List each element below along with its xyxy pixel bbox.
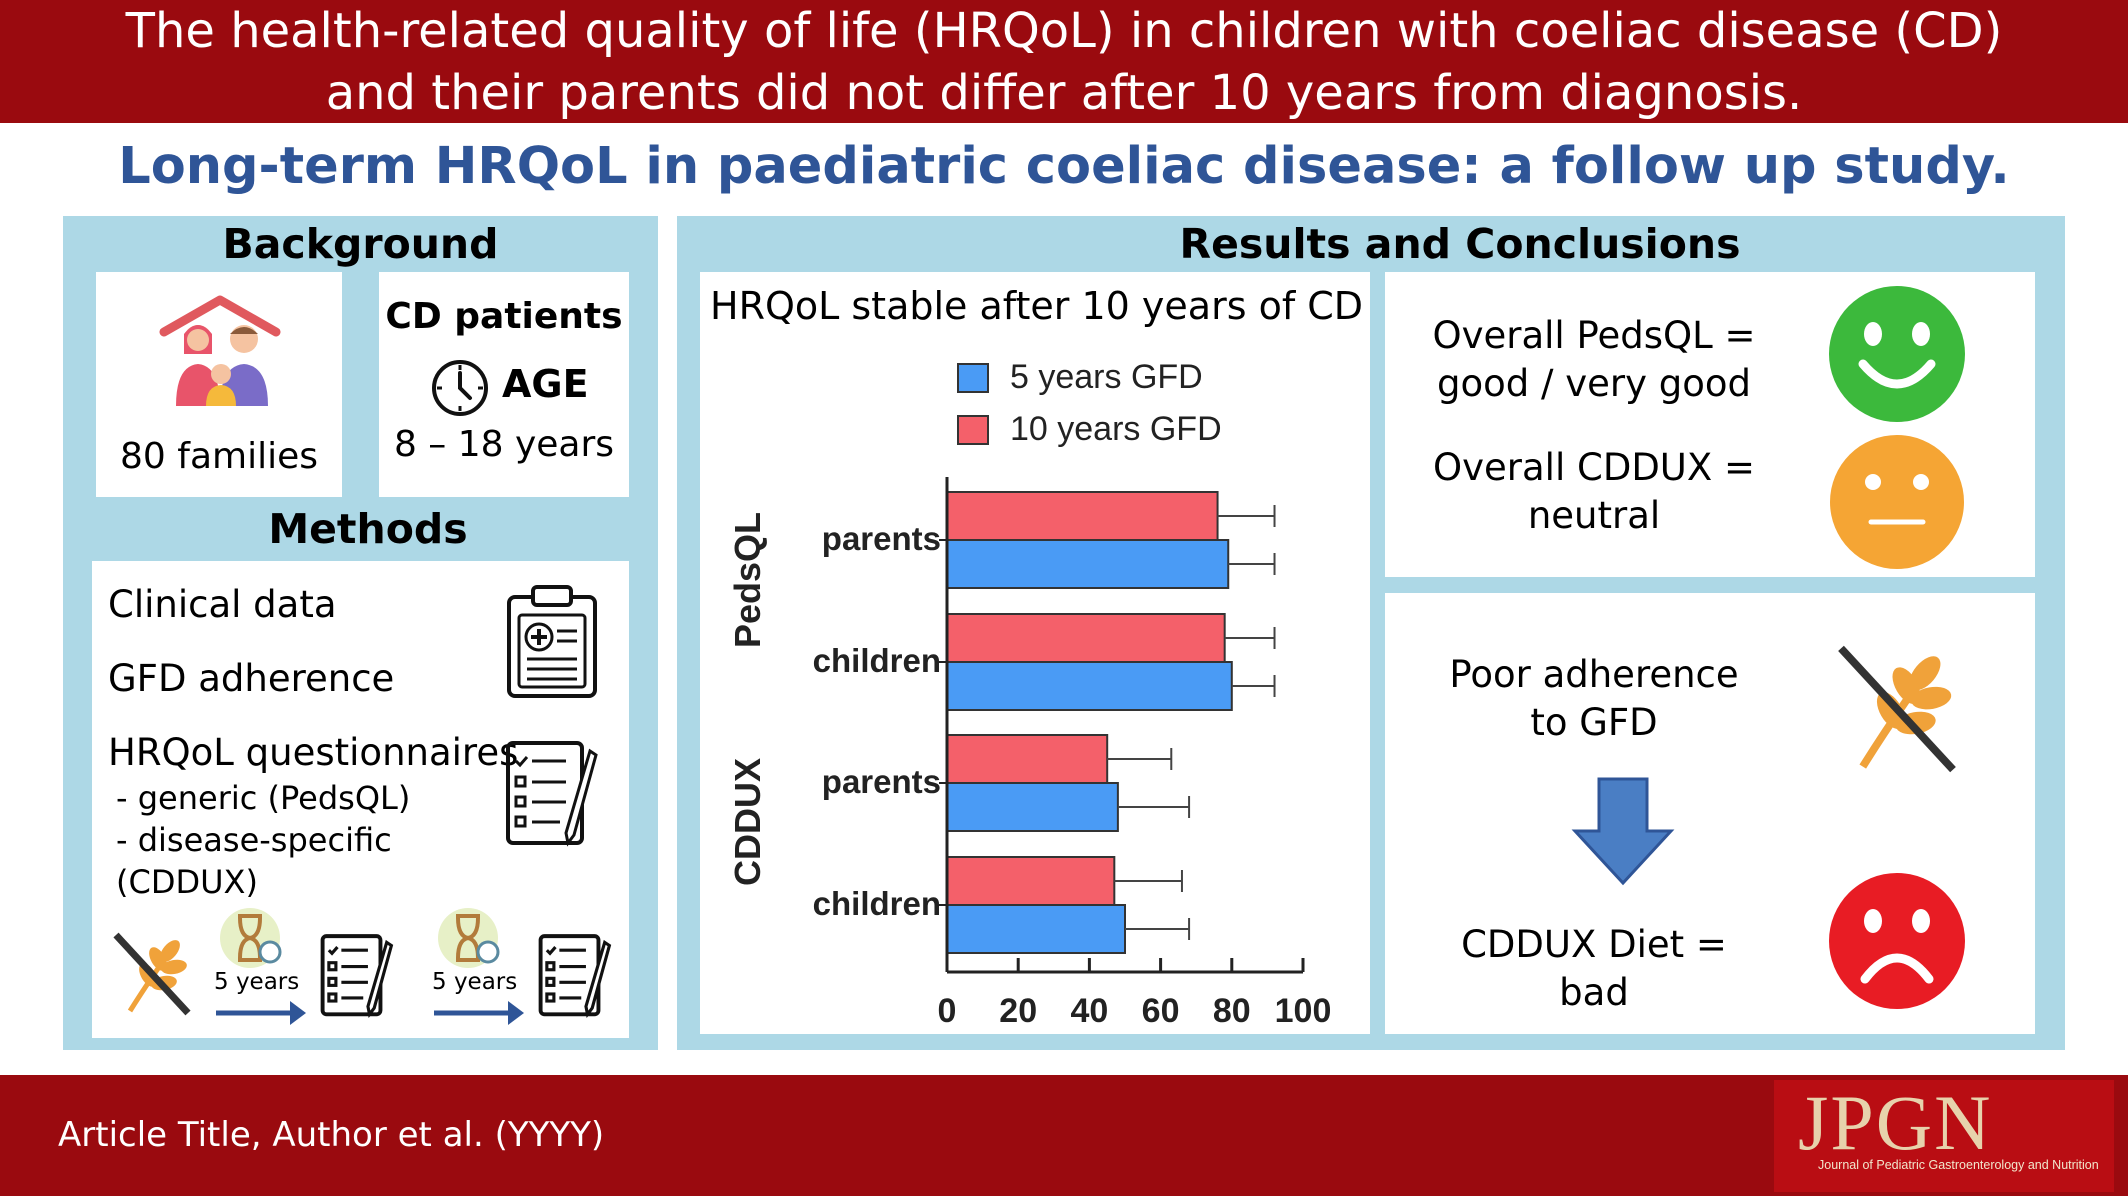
- medical-clipboard-icon: [507, 585, 597, 698]
- method-cddux: (CDDUX): [116, 863, 258, 901]
- cddux-result-line-2: neutral: [1527, 494, 1661, 537]
- families-card: 80 families: [96, 272, 342, 497]
- poor-adherence-line-1: Poor adherence: [1449, 653, 1739, 696]
- family-house-icon: [159, 295, 281, 406]
- x-tick-label: 0: [938, 992, 957, 1030]
- method-generic: - generic (PedsQL): [116, 779, 411, 817]
- happy-face-icon: [1829, 286, 1965, 422]
- poor-adherence-line-2: to GFD: [1530, 701, 1658, 744]
- age-range: 8 – 18 years: [393, 424, 615, 465]
- footer-banner: [0, 1075, 2128, 1196]
- chart-title: HRQoL stable after 10 years of CD: [710, 284, 1364, 328]
- no-gluten-wheat-icon: [113, 932, 191, 1016]
- timeline-second-interval: 5 years: [432, 969, 518, 995]
- clock-icon: [432, 360, 488, 416]
- cddux-result: Overall CDDUX = neutral: [1405, 444, 1783, 540]
- bar: [946, 539, 1230, 589]
- families-label: 80 families: [120, 436, 318, 477]
- poor-adherence-text: Poor adherence to GFD: [1405, 651, 1783, 747]
- group-label: CDDUX: [727, 758, 768, 886]
- method-questionnaires: HRQoL questionnaires: [108, 731, 519, 774]
- timeline-arrow: [434, 1001, 524, 1025]
- x-tick-label: 40: [1070, 992, 1108, 1030]
- article-citation: Article Title, Author et al. (YYYY): [58, 1115, 605, 1155]
- hourglass-icon: [220, 908, 282, 968]
- group-label: PedsQL: [727, 512, 768, 648]
- results-heading: Results and Conclusions: [1179, 220, 1741, 268]
- no-gluten-wheat-icon: [1838, 645, 1956, 773]
- category-label: parents: [822, 520, 941, 557]
- diet-result-line-1: CDDUX Diet =: [1461, 923, 1727, 966]
- bar: [946, 613, 1226, 663]
- bar: [946, 734, 1109, 784]
- patients-card: CD patients AGE 8 – 18 years: [379, 272, 629, 497]
- legend-label: 10 years GFD: [1010, 410, 1222, 448]
- diet-result-line-2: bad: [1559, 971, 1629, 1014]
- patients-title: CD patients: [385, 296, 623, 337]
- method-disease-specific: - disease-specific: [116, 821, 392, 859]
- hourglass-icon: [438, 908, 500, 968]
- bar: [946, 904, 1126, 954]
- methods-card: Clinical data GFD adherence HRQoL questi…: [92, 561, 629, 1038]
- headline-line-1: The health-related quality of life (HRQo…: [125, 3, 2003, 59]
- sad-face-icon: [1829, 873, 1965, 1009]
- cddux-result-line-1: Overall CDDUX =: [1433, 446, 1755, 489]
- diet-result: CDDUX Diet = bad: [1405, 921, 1783, 1017]
- legend-swatch: [957, 415, 989, 445]
- overall-scores-card: Overall PedsQL = good / very good Overal…: [1385, 272, 2035, 577]
- checklist-icon: [320, 934, 394, 1019]
- adherence-card: Poor adherence to GFD CDDUX Diet = bad: [1385, 593, 2035, 1034]
- chart-card: HRQoL stable after 10 years of CD 5 year…: [700, 272, 1370, 1034]
- category-label: children: [813, 885, 941, 922]
- method-gfd-adherence: GFD adherence: [108, 657, 395, 700]
- age-label: AGE: [502, 362, 589, 406]
- down-arrow-icon: [1571, 777, 1675, 886]
- legend-swatch: [957, 363, 989, 393]
- category-label: parents: [822, 763, 941, 800]
- methods-heading: Methods: [268, 505, 468, 553]
- bar: [946, 856, 1116, 906]
- hrqol-bar-chart: 5 years GFD 10 years GFD parents children p…: [727, 358, 1332, 1030]
- headline-line-2: and their parents did not differ after 1…: [325, 65, 1803, 121]
- legend-label: 5 years GFD: [1010, 358, 1203, 396]
- category-label: children: [813, 642, 941, 679]
- checklist-icon: [506, 741, 598, 847]
- journal-logo-letters: JPGN: [1798, 1079, 1993, 1166]
- pedsql-result-line-2: good / very good: [1436, 362, 1751, 405]
- bar: [946, 661, 1233, 711]
- pedsql-result: Overall PedsQL = good / very good: [1405, 312, 1783, 408]
- journal-logo: [1774, 1080, 2114, 1192]
- x-tick-label: 100: [1275, 992, 1332, 1030]
- x-tick-label: 20: [999, 992, 1037, 1030]
- page-subtitle: Long-term HRQoL in paediatric coeliac di…: [118, 137, 2010, 196]
- neutral-face-icon: [1830, 435, 1964, 569]
- checklist-icon: [538, 934, 612, 1019]
- bar: [946, 491, 1219, 541]
- x-tick-label: 60: [1142, 992, 1180, 1030]
- timeline-first-interval: 5 years: [214, 969, 300, 995]
- journal-logo-name: Journal of Pediatric Gastroenterology an…: [1818, 1158, 2099, 1172]
- bar: [946, 782, 1119, 832]
- background-heading: Background: [222, 220, 499, 268]
- method-clinical-data: Clinical data: [108, 583, 337, 626]
- x-tick-label: 80: [1213, 992, 1251, 1030]
- pedsql-result-line-1: Overall PedsQL =: [1432, 314, 1756, 357]
- timeline-arrow: [216, 1001, 306, 1025]
- title-banner: The health-related quality of life (HRQo…: [0, 0, 2128, 123]
